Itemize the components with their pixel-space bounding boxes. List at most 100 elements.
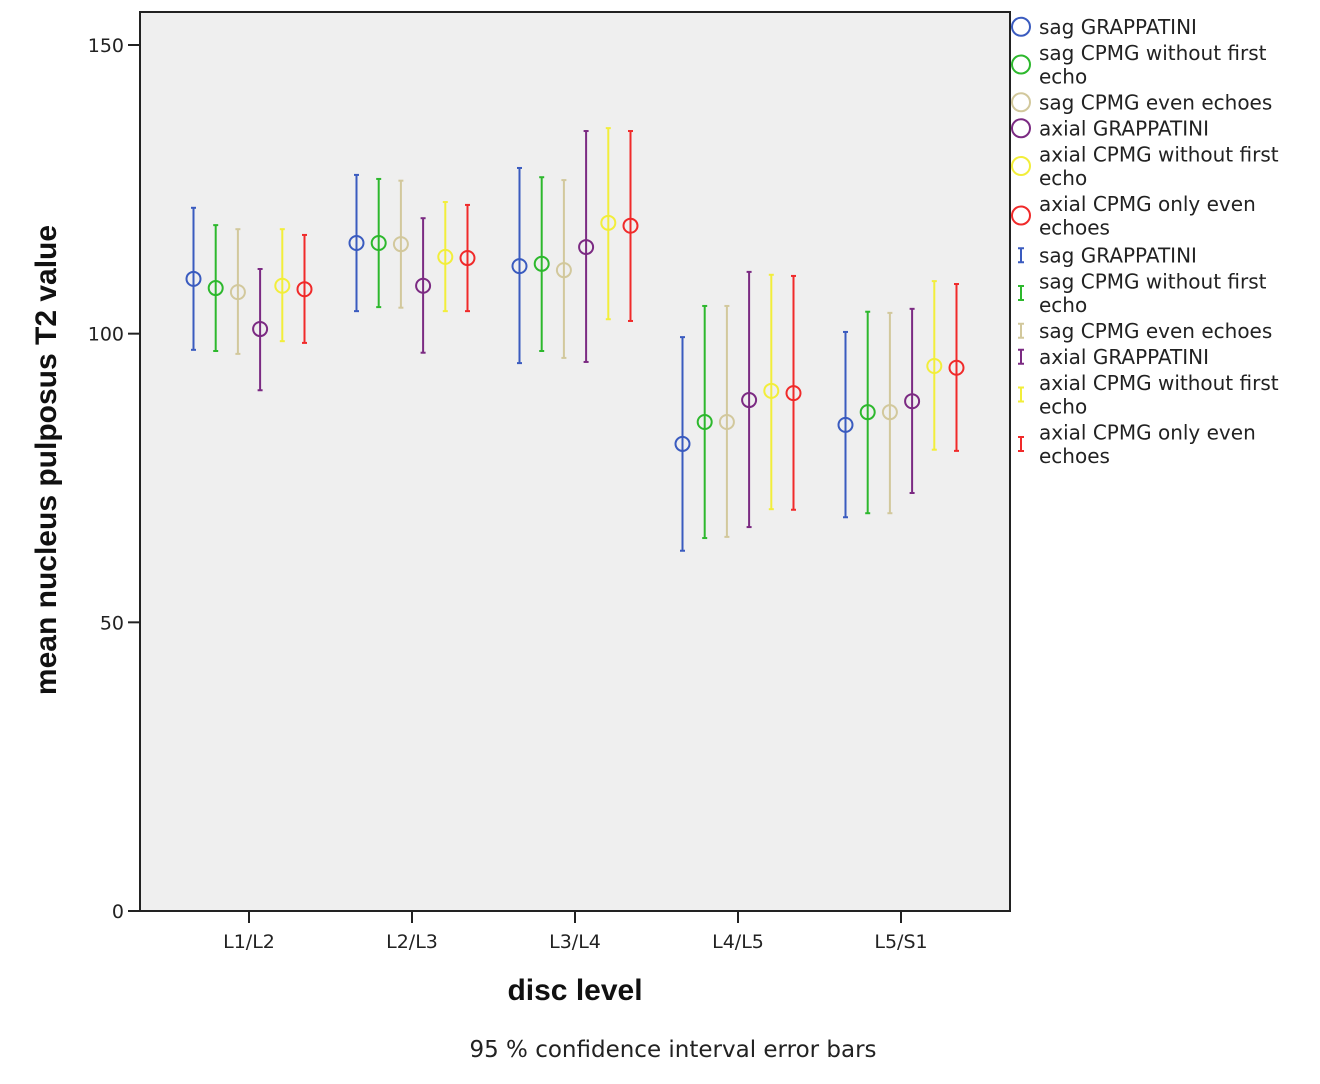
legend-label: sag GRAPPATINI [1039, 244, 1197, 268]
error-bar-point [763, 273, 780, 511]
footnote: 95 % confidence interval error bars [469, 1037, 876, 1063]
legend-label: axial GRAPPATINI [1039, 345, 1209, 369]
legend-label: sag CPMG even echoes [1039, 319, 1272, 343]
mean-marker [718, 413, 735, 430]
error-bar-point [207, 224, 224, 352]
x-tick-label: L2/L3 [386, 931, 438, 953]
error-bar-point [370, 177, 387, 309]
mean-marker [600, 214, 617, 231]
mean-marker [622, 217, 639, 234]
mean-marker [785, 385, 802, 402]
mean-marker [348, 235, 365, 252]
legend-circle-icon [1011, 54, 1031, 75]
mean-marker [578, 239, 595, 256]
y-tick-label: 0 [112, 901, 124, 923]
mean-marker [229, 284, 246, 301]
x-tick-label: L1/L2 [223, 931, 275, 953]
mean-marker [252, 321, 269, 338]
error-bar-point [926, 280, 943, 451]
error-bar-point [904, 307, 921, 495]
error-bar-point [785, 274, 802, 511]
error-bar-point [252, 268, 269, 392]
legend-item-errorbar: sag GRAPPATINI [1018, 244, 1197, 268]
error-bar-point [696, 304, 713, 540]
mean-marker [948, 359, 965, 376]
error-bar-point [533, 176, 550, 352]
mean-marker [555, 262, 572, 279]
error-bar-point [741, 270, 758, 529]
error-bar-point [948, 283, 965, 452]
legend-label: axial CPMG only even [1039, 192, 1256, 216]
mean-marker [185, 270, 202, 287]
error-bar-point [837, 330, 854, 519]
legend-item-mean: axial GRAPPATINI [1011, 117, 1209, 141]
y-tick-label: 150 [88, 35, 124, 57]
legend-item-errorbar: sag CPMG even echoes [1018, 319, 1272, 343]
error-bar-point [600, 127, 617, 321]
mean-marker [859, 404, 876, 421]
mean-marker [741, 392, 758, 409]
error-bar-point [718, 304, 735, 538]
error-bar-point [459, 203, 476, 313]
error-bar-point [881, 311, 898, 515]
legend-circle-icon [1011, 118, 1031, 139]
mean-marker [274, 277, 291, 294]
error-bar-point [511, 166, 528, 365]
error-bar-point [437, 201, 454, 313]
mean-marker [437, 248, 454, 265]
error-bar-point [674, 336, 691, 552]
legend-label: sag CPMG even echoes [1039, 91, 1272, 115]
y-axis-label: mean nucleus pulposus T2 value [30, 225, 63, 695]
legend-item-mean: sag CPMG even echoes [1011, 91, 1272, 115]
error-bar-point [274, 228, 291, 343]
mean-marker [511, 258, 528, 275]
legend-label: sag GRAPPATINI [1039, 15, 1197, 39]
legend-label: axial GRAPPATINI [1039, 117, 1209, 141]
error-bar-point [296, 233, 313, 344]
error-bar-point [859, 310, 876, 515]
plot-area [139, 11, 1011, 912]
mean-marker [370, 235, 387, 252]
legend-label: axial CPMG without first [1039, 371, 1279, 395]
error-bar-point [555, 179, 572, 359]
legend-label: axial CPMG without first [1039, 143, 1279, 167]
mean-marker [459, 250, 476, 267]
legend-label: echo [1039, 293, 1087, 317]
legend-label: echoes [1039, 444, 1110, 468]
mean-marker [763, 382, 780, 399]
mean-marker [837, 416, 854, 433]
legend-circle-icon [1011, 16, 1031, 37]
y-tick-label: 100 [88, 324, 124, 346]
error-bar-point [415, 217, 432, 354]
x-tick-label: L4/L5 [712, 931, 764, 953]
x-tick-label: L3/L4 [549, 931, 601, 953]
legend-label: echo [1039, 65, 1087, 89]
legend-item-errorbar: axial GRAPPATINI [1018, 345, 1209, 369]
mean-marker [533, 255, 550, 272]
legend-label: echo [1039, 166, 1087, 190]
x-axis-label: disc level [507, 974, 642, 1007]
mean-marker [207, 280, 224, 297]
x-tick-label: L5/S1 [874, 931, 927, 953]
y-tick-label: 50 [100, 612, 124, 634]
legend-label: sag CPMG without first [1039, 41, 1267, 65]
error-bar-point [392, 179, 409, 309]
error-bar-point [348, 173, 365, 313]
legend-label: axial CPMG only even [1039, 421, 1256, 445]
mean-marker [392, 236, 409, 253]
legend-label: sag CPMG without first [1039, 270, 1267, 294]
error-bar-point [185, 206, 202, 351]
legend-circle-icon [1011, 92, 1031, 113]
legend-circle-icon [1011, 156, 1031, 176]
mean-marker [296, 281, 313, 298]
mean-marker [881, 404, 898, 421]
mean-marker [674, 435, 691, 452]
mean-marker [696, 413, 713, 430]
legend-label: echoes [1039, 216, 1110, 240]
error-bar-point [578, 130, 595, 363]
